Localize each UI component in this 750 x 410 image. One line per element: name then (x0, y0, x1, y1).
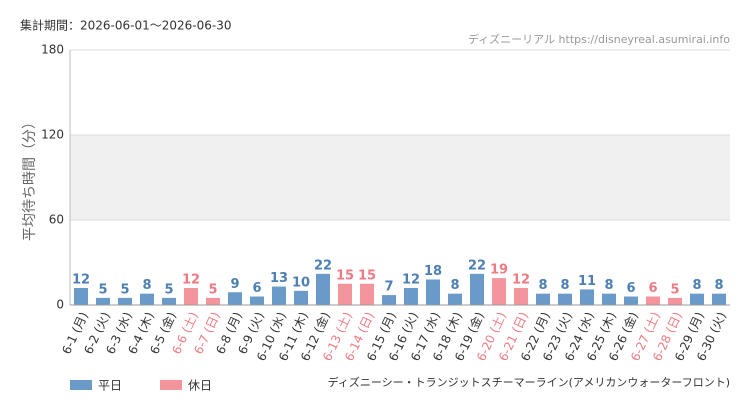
data-label: 5 (164, 282, 173, 297)
data-label: 15 (336, 268, 354, 283)
y-axis-label: 平均待ち時間（分） (22, 115, 38, 241)
bar (228, 292, 242, 305)
bar (602, 293, 616, 305)
bar (382, 295, 396, 305)
data-label: 8 (560, 278, 569, 293)
data-label: 8 (604, 278, 613, 293)
bar (272, 286, 286, 305)
bar (646, 296, 660, 305)
data-label: 12 (512, 273, 530, 288)
bar (470, 273, 484, 305)
data-label: 13 (270, 271, 288, 286)
bar (580, 289, 594, 305)
bar (514, 288, 528, 305)
data-label: 8 (714, 278, 723, 293)
y-tick-label: 0 (56, 298, 64, 312)
bar (492, 278, 506, 305)
bar (316, 273, 330, 305)
data-label: 12 (72, 273, 90, 288)
bar (184, 288, 198, 305)
y-tick-label: 60 (49, 213, 64, 227)
period: 集計期間：2026-06-01～2026-06-30 (20, 18, 231, 33)
bar (536, 293, 550, 305)
data-label: 19 (490, 263, 508, 278)
bar (118, 297, 132, 305)
bar (206, 297, 220, 305)
data-label: 12 (182, 273, 200, 288)
bar (96, 297, 110, 305)
y-tick-label: 180 (41, 43, 64, 57)
legend-swatch (70, 380, 92, 390)
bar (448, 293, 462, 305)
y-tick-label: 120 (41, 128, 64, 142)
data-label: 11 (578, 274, 596, 289)
bar (140, 293, 154, 305)
legend-label: 平日 (98, 379, 122, 393)
bar (404, 288, 418, 305)
bar (558, 293, 572, 305)
data-label: 5 (208, 282, 217, 297)
data-label: 7 (384, 280, 393, 295)
data-label: 8 (692, 278, 701, 293)
data-label: 5 (670, 282, 679, 297)
legend-label: 休日 (188, 379, 212, 393)
data-label: 5 (120, 282, 129, 297)
data-label: 6 (252, 281, 261, 296)
bar (250, 296, 264, 305)
bar (668, 297, 682, 305)
data-label: 8 (538, 278, 547, 293)
grid-band (70, 135, 730, 220)
bar (74, 288, 88, 305)
bar (624, 296, 638, 305)
bar (360, 283, 374, 305)
bar (338, 283, 352, 305)
bar (712, 293, 726, 305)
bar (294, 290, 308, 305)
legend-swatch (160, 380, 182, 390)
data-label: 12 (402, 273, 420, 288)
data-label: 10 (292, 275, 310, 290)
data-label: 8 (450, 278, 459, 293)
data-label: 6 (648, 281, 657, 296)
attraction: ディズニーシー・トランジットスチーマーライン(アメリカンウォーターフロント) (328, 375, 730, 389)
source: ディズニーリアル https://disneyreal.asumirai.inf… (468, 32, 730, 46)
data-label: 5 (98, 282, 107, 297)
data-label: 9 (230, 277, 239, 292)
data-label: 6 (626, 281, 635, 296)
data-label: 8 (142, 278, 151, 293)
bar (162, 297, 176, 305)
bar (690, 293, 704, 305)
data-label: 22 (314, 258, 332, 273)
data-label: 15 (358, 268, 376, 283)
bar (426, 279, 440, 305)
data-label: 22 (468, 258, 486, 273)
data-label: 18 (424, 264, 442, 279)
